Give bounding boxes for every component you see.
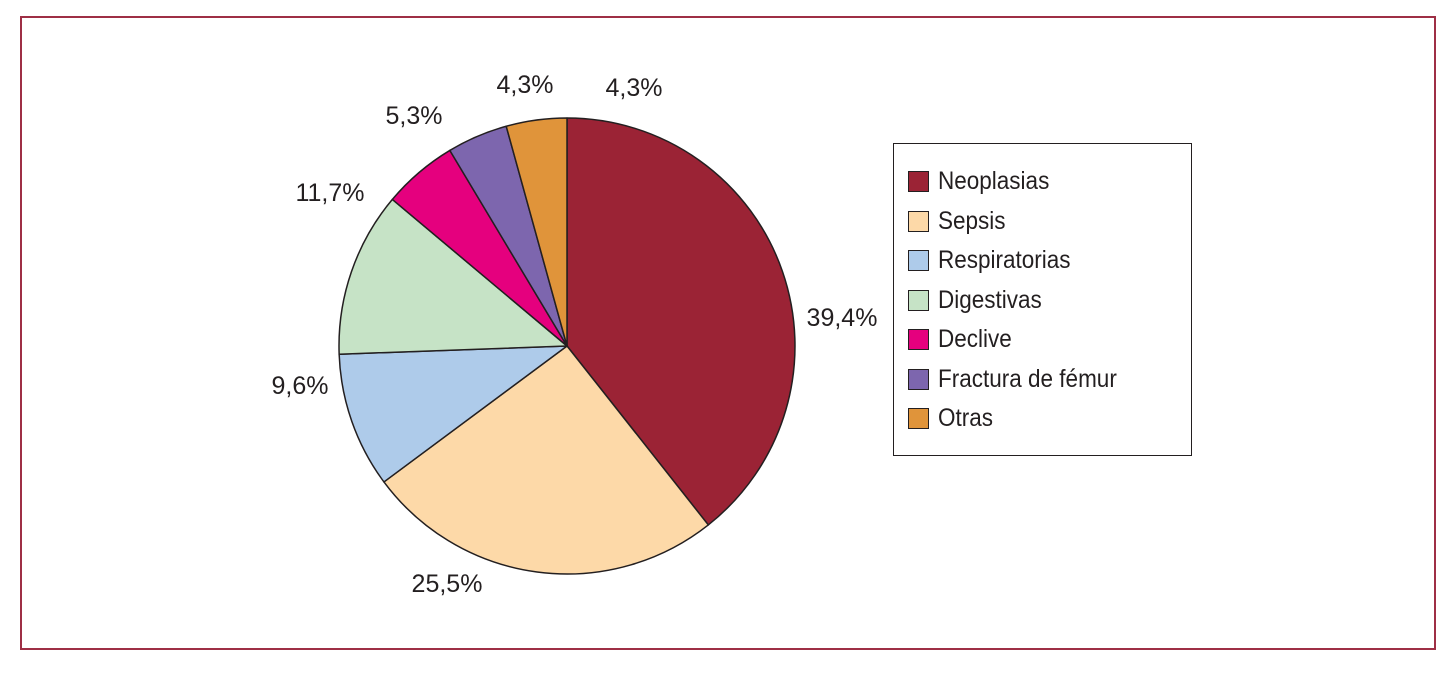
- swatch-digestivas: [908, 289, 929, 311]
- pie-slice-neoplasias: [566, 117, 796, 526]
- label-sepsis: 25,5%: [412, 570, 483, 598]
- legend-label-otras: Otras: [938, 403, 994, 432]
- legend-item-otras: Otras: [908, 403, 999, 433]
- label-declive: 5,3%: [386, 102, 443, 130]
- legend-label-respiratorias: Respiratorias: [938, 245, 1071, 274]
- swatch-respiratorias: [908, 249, 929, 271]
- legend-item-fractura-de-femur: Fractura de fémur: [908, 364, 1137, 394]
- legend-item-digestivas: Digestivas: [908, 285, 1053, 315]
- pie-slice-otras: [505, 117, 568, 347]
- swatch-declive: [908, 328, 929, 350]
- label-digestivas: 11,7%: [295, 179, 364, 207]
- legend-item-respiratorias: Respiratorias: [908, 245, 1085, 275]
- label-otras: 4,3%: [606, 74, 663, 102]
- pie-slice-digestivas: [338, 198, 568, 355]
- legend-label-neoplasias: Neoplasias: [938, 166, 1050, 195]
- legend-label-digestivas: Digestivas: [938, 285, 1042, 314]
- label-fractura-de-femur: 4,3%: [497, 71, 554, 99]
- percentage-labels: 39,4% 25,5% 9,6% 11,7% 5,3% 4,3% 4,3%: [272, 71, 878, 598]
- label-respiratorias: 9,6%: [272, 372, 329, 400]
- legend-label-declive: Declive: [938, 324, 1012, 353]
- legend: Neoplasias Sepsis Respiratorias Digestiv…: [893, 143, 1192, 456]
- legend-label-sepsis: Sepsis: [938, 206, 1006, 235]
- legend-item-neoplasias: Neoplasias: [908, 166, 1062, 196]
- pie-slice-sepsis: [383, 345, 710, 575]
- swatch-neoplasias: [908, 170, 929, 192]
- swatch-otras: [908, 407, 929, 429]
- label-neoplasias: 39,4%: [807, 304, 878, 332]
- legend-label-fractura-de-femur: Fractura de fémur: [938, 364, 1117, 393]
- pie-slice-respiratorias: [338, 345, 568, 483]
- pie-slices: [338, 117, 796, 575]
- swatch-fractura-de-femur: [908, 368, 929, 390]
- legend-item-sepsis: Sepsis: [908, 206, 1013, 236]
- legend-item-declive: Declive: [908, 324, 1020, 354]
- swatch-sepsis: [908, 210, 929, 232]
